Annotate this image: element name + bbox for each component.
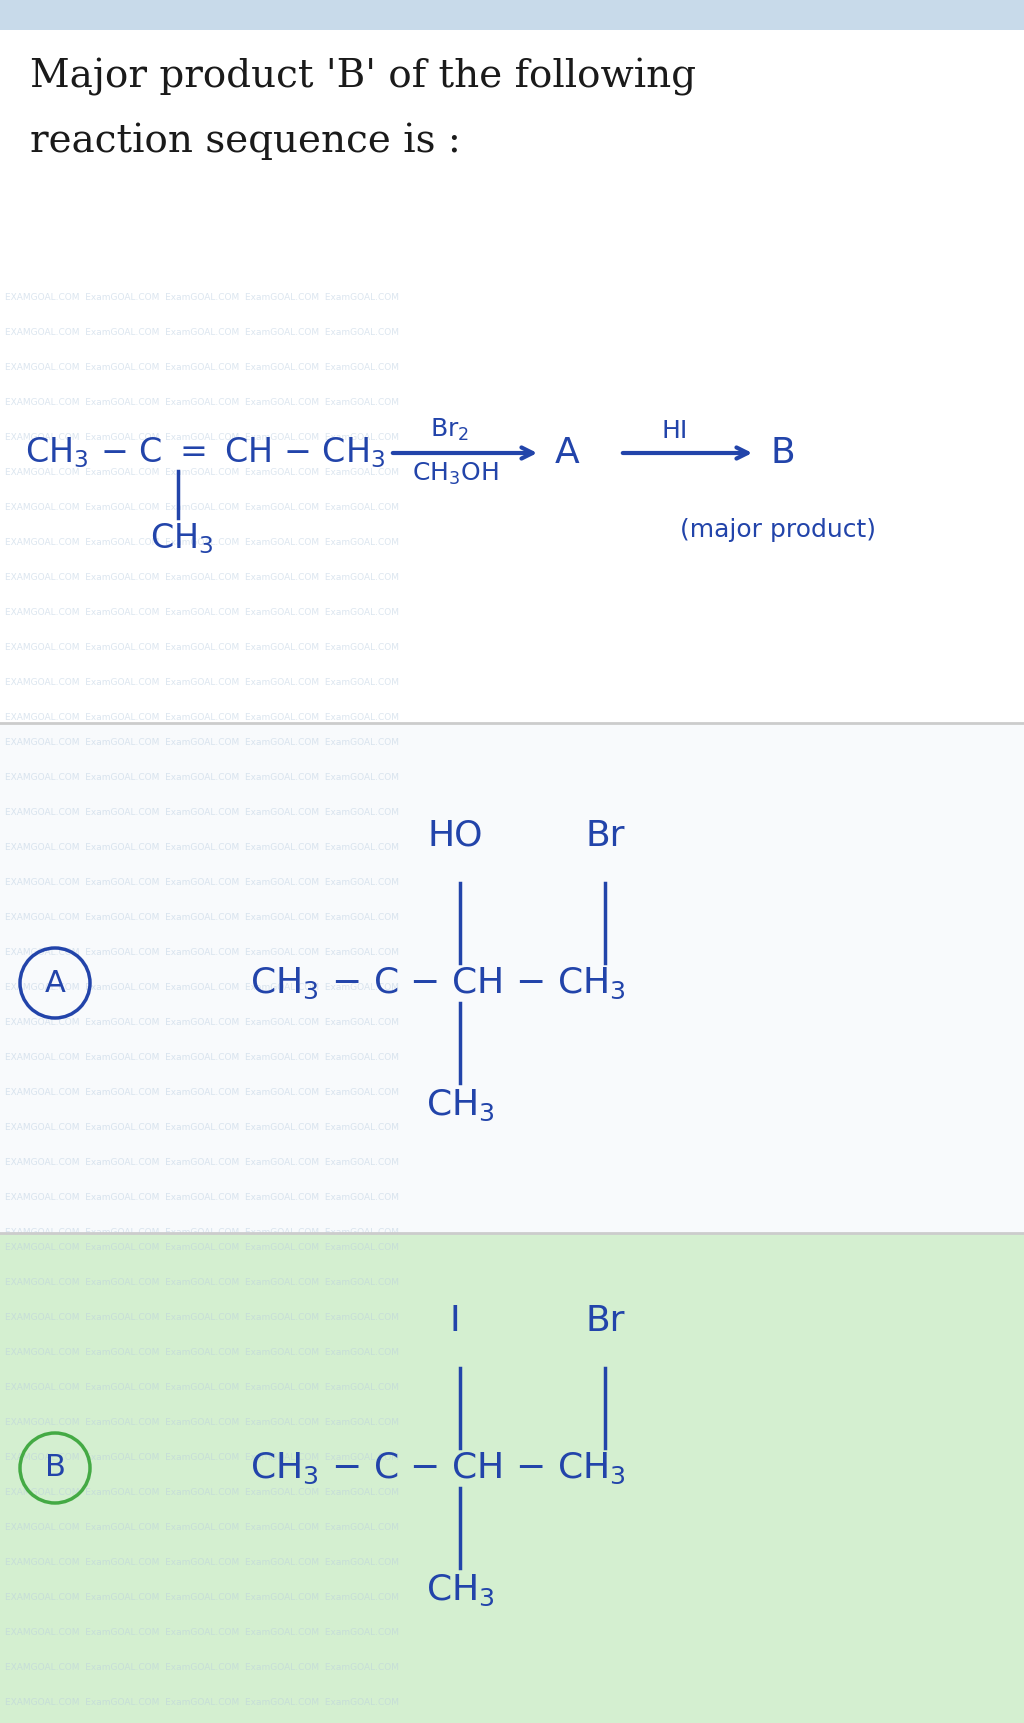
Text: EXAMGOAL.COM  ExamGOAL.COM  ExamGOAL.COM  ExamGOAL.COM  ExamGOAL.COM: EXAMGOAL.COM ExamGOAL.COM ExamGOAL.COM E… bbox=[5, 1018, 399, 1027]
Text: EXAMGOAL.COM  ExamGOAL.COM  ExamGOAL.COM  ExamGOAL.COM  ExamGOAL.COM: EXAMGOAL.COM ExamGOAL.COM ExamGOAL.COM E… bbox=[5, 574, 399, 582]
Text: EXAMGOAL.COM  ExamGOAL.COM  ExamGOAL.COM  ExamGOAL.COM  ExamGOAL.COM: EXAMGOAL.COM ExamGOAL.COM ExamGOAL.COM E… bbox=[5, 948, 399, 956]
Text: HO: HO bbox=[427, 818, 482, 853]
Text: Br: Br bbox=[586, 1304, 625, 1339]
Text: EXAMGOAL.COM  ExamGOAL.COM  ExamGOAL.COM  ExamGOAL.COM  ExamGOAL.COM: EXAMGOAL.COM ExamGOAL.COM ExamGOAL.COM E… bbox=[5, 1523, 399, 1532]
Text: EXAMGOAL.COM  ExamGOAL.COM  ExamGOAL.COM  ExamGOAL.COM  ExamGOAL.COM: EXAMGOAL.COM ExamGOAL.COM ExamGOAL.COM E… bbox=[5, 1452, 399, 1463]
Text: EXAMGOAL.COM  ExamGOAL.COM  ExamGOAL.COM  ExamGOAL.COM  ExamGOAL.COM: EXAMGOAL.COM ExamGOAL.COM ExamGOAL.COM E… bbox=[5, 913, 399, 922]
Bar bbox=[0, 0, 1024, 29]
Text: EXAMGOAL.COM  ExamGOAL.COM  ExamGOAL.COM  ExamGOAL.COM  ExamGOAL.COM: EXAMGOAL.COM ExamGOAL.COM ExamGOAL.COM E… bbox=[5, 1628, 399, 1637]
Text: EXAMGOAL.COM  ExamGOAL.COM  ExamGOAL.COM  ExamGOAL.COM  ExamGOAL.COM: EXAMGOAL.COM ExamGOAL.COM ExamGOAL.COM E… bbox=[5, 1663, 399, 1671]
Text: EXAMGOAL.COM  ExamGOAL.COM  ExamGOAL.COM  ExamGOAL.COM  ExamGOAL.COM: EXAMGOAL.COM ExamGOAL.COM ExamGOAL.COM E… bbox=[5, 1697, 399, 1707]
Text: B: B bbox=[770, 436, 795, 470]
Text: EXAMGOAL.COM  ExamGOAL.COM  ExamGOAL.COM  ExamGOAL.COM  ExamGOAL.COM: EXAMGOAL.COM ExamGOAL.COM ExamGOAL.COM E… bbox=[5, 432, 399, 443]
Text: EXAMGOAL.COM  ExamGOAL.COM  ExamGOAL.COM  ExamGOAL.COM  ExamGOAL.COM: EXAMGOAL.COM ExamGOAL.COM ExamGOAL.COM E… bbox=[5, 469, 399, 477]
Text: EXAMGOAL.COM  ExamGOAL.COM  ExamGOAL.COM  ExamGOAL.COM  ExamGOAL.COM: EXAMGOAL.COM ExamGOAL.COM ExamGOAL.COM E… bbox=[5, 1158, 399, 1166]
Text: EXAMGOAL.COM  ExamGOAL.COM  ExamGOAL.COM  ExamGOAL.COM  ExamGOAL.COM: EXAMGOAL.COM ExamGOAL.COM ExamGOAL.COM E… bbox=[5, 1053, 399, 1061]
Text: (major product): (major product) bbox=[680, 519, 876, 543]
Text: EXAMGOAL.COM  ExamGOAL.COM  ExamGOAL.COM  ExamGOAL.COM  ExamGOAL.COM: EXAMGOAL.COM ExamGOAL.COM ExamGOAL.COM E… bbox=[5, 1558, 399, 1566]
Text: EXAMGOAL.COM  ExamGOAL.COM  ExamGOAL.COM  ExamGOAL.COM  ExamGOAL.COM: EXAMGOAL.COM ExamGOAL.COM ExamGOAL.COM E… bbox=[5, 398, 399, 407]
Text: EXAMGOAL.COM  ExamGOAL.COM  ExamGOAL.COM  ExamGOAL.COM  ExamGOAL.COM: EXAMGOAL.COM ExamGOAL.COM ExamGOAL.COM E… bbox=[5, 879, 399, 887]
Text: Br: Br bbox=[586, 818, 625, 853]
Text: EXAMGOAL.COM  ExamGOAL.COM  ExamGOAL.COM  ExamGOAL.COM  ExamGOAL.COM: EXAMGOAL.COM ExamGOAL.COM ExamGOAL.COM E… bbox=[5, 843, 399, 851]
Text: EXAMGOAL.COM  ExamGOAL.COM  ExamGOAL.COM  ExamGOAL.COM  ExamGOAL.COM: EXAMGOAL.COM ExamGOAL.COM ExamGOAL.COM E… bbox=[5, 713, 399, 722]
Text: EXAMGOAL.COM  ExamGOAL.COM  ExamGOAL.COM  ExamGOAL.COM  ExamGOAL.COM: EXAMGOAL.COM ExamGOAL.COM ExamGOAL.COM E… bbox=[5, 1418, 399, 1427]
Text: HI: HI bbox=[662, 419, 688, 443]
Text: A: A bbox=[45, 968, 66, 998]
Text: EXAMGOAL.COM  ExamGOAL.COM  ExamGOAL.COM  ExamGOAL.COM  ExamGOAL.COM: EXAMGOAL.COM ExamGOAL.COM ExamGOAL.COM E… bbox=[5, 1087, 399, 1098]
Text: EXAMGOAL.COM  ExamGOAL.COM  ExamGOAL.COM  ExamGOAL.COM  ExamGOAL.COM: EXAMGOAL.COM ExamGOAL.COM ExamGOAL.COM E… bbox=[5, 1123, 399, 1132]
Text: CH$_3$: CH$_3$ bbox=[426, 1087, 495, 1123]
Text: EXAMGOAL.COM  ExamGOAL.COM  ExamGOAL.COM  ExamGOAL.COM  ExamGOAL.COM: EXAMGOAL.COM ExamGOAL.COM ExamGOAL.COM E… bbox=[5, 1278, 399, 1287]
Text: B: B bbox=[45, 1454, 66, 1482]
Text: EXAMGOAL.COM  ExamGOAL.COM  ExamGOAL.COM  ExamGOAL.COM  ExamGOAL.COM: EXAMGOAL.COM ExamGOAL.COM ExamGOAL.COM E… bbox=[5, 1192, 399, 1203]
Text: CH$_3$ $-$ C $=$ CH $-$ CH$_3$: CH$_3$ $-$ C $=$ CH $-$ CH$_3$ bbox=[25, 436, 385, 470]
Text: EXAMGOAL.COM  ExamGOAL.COM  ExamGOAL.COM  ExamGOAL.COM  ExamGOAL.COM: EXAMGOAL.COM ExamGOAL.COM ExamGOAL.COM E… bbox=[5, 808, 399, 817]
Text: A: A bbox=[555, 436, 580, 470]
Text: EXAMGOAL.COM  ExamGOAL.COM  ExamGOAL.COM  ExamGOAL.COM  ExamGOAL.COM: EXAMGOAL.COM ExamGOAL.COM ExamGOAL.COM E… bbox=[5, 1313, 399, 1322]
Text: EXAMGOAL.COM  ExamGOAL.COM  ExamGOAL.COM  ExamGOAL.COM  ExamGOAL.COM: EXAMGOAL.COM ExamGOAL.COM ExamGOAL.COM E… bbox=[5, 1228, 399, 1237]
Text: EXAMGOAL.COM  ExamGOAL.COM  ExamGOAL.COM  ExamGOAL.COM  ExamGOAL.COM: EXAMGOAL.COM ExamGOAL.COM ExamGOAL.COM E… bbox=[5, 538, 399, 546]
Text: EXAMGOAL.COM  ExamGOAL.COM  ExamGOAL.COM  ExamGOAL.COM  ExamGOAL.COM: EXAMGOAL.COM ExamGOAL.COM ExamGOAL.COM E… bbox=[5, 677, 399, 687]
Text: CH$_3$: CH$_3$ bbox=[426, 1573, 495, 1608]
Bar bbox=[0, 272, 1024, 724]
Bar bbox=[0, 724, 1024, 1234]
Text: EXAMGOAL.COM  ExamGOAL.COM  ExamGOAL.COM  ExamGOAL.COM  ExamGOAL.COM: EXAMGOAL.COM ExamGOAL.COM ExamGOAL.COM E… bbox=[5, 364, 399, 372]
Text: EXAMGOAL.COM  ExamGOAL.COM  ExamGOAL.COM  ExamGOAL.COM  ExamGOAL.COM: EXAMGOAL.COM ExamGOAL.COM ExamGOAL.COM E… bbox=[5, 643, 399, 651]
Text: Br$_2$: Br$_2$ bbox=[430, 417, 469, 443]
Text: EXAMGOAL.COM  ExamGOAL.COM  ExamGOAL.COM  ExamGOAL.COM  ExamGOAL.COM: EXAMGOAL.COM ExamGOAL.COM ExamGOAL.COM E… bbox=[5, 327, 399, 338]
Text: EXAMGOAL.COM  ExamGOAL.COM  ExamGOAL.COM  ExamGOAL.COM  ExamGOAL.COM: EXAMGOAL.COM ExamGOAL.COM ExamGOAL.COM E… bbox=[5, 774, 399, 782]
Text: CH$_3$ $-$ C $-$ CH $-$ CH$_3$: CH$_3$ $-$ C $-$ CH $-$ CH$_3$ bbox=[250, 1451, 626, 1485]
Text: EXAMGOAL.COM  ExamGOAL.COM  ExamGOAL.COM  ExamGOAL.COM  ExamGOAL.COM: EXAMGOAL.COM ExamGOAL.COM ExamGOAL.COM E… bbox=[5, 1384, 399, 1392]
Text: CH$_3$OH: CH$_3$OH bbox=[412, 462, 499, 488]
Text: Major product 'B' of the following: Major product 'B' of the following bbox=[30, 59, 696, 96]
Text: CH$_3$ $-$ C $-$ CH $-$ CH$_3$: CH$_3$ $-$ C $-$ CH $-$ CH$_3$ bbox=[250, 965, 626, 1001]
Text: EXAMGOAL.COM  ExamGOAL.COM  ExamGOAL.COM  ExamGOAL.COM  ExamGOAL.COM: EXAMGOAL.COM ExamGOAL.COM ExamGOAL.COM E… bbox=[5, 1347, 399, 1358]
Text: I: I bbox=[450, 1304, 461, 1339]
Text: CH$_3$: CH$_3$ bbox=[150, 520, 214, 557]
Text: EXAMGOAL.COM  ExamGOAL.COM  ExamGOAL.COM  ExamGOAL.COM  ExamGOAL.COM: EXAMGOAL.COM ExamGOAL.COM ExamGOAL.COM E… bbox=[5, 1489, 399, 1497]
Text: EXAMGOAL.COM  ExamGOAL.COM  ExamGOAL.COM  ExamGOAL.COM  ExamGOAL.COM: EXAMGOAL.COM ExamGOAL.COM ExamGOAL.COM E… bbox=[5, 984, 399, 992]
Text: EXAMGOAL.COM  ExamGOAL.COM  ExamGOAL.COM  ExamGOAL.COM  ExamGOAL.COM: EXAMGOAL.COM ExamGOAL.COM ExamGOAL.COM E… bbox=[5, 1242, 399, 1253]
Text: EXAMGOAL.COM  ExamGOAL.COM  ExamGOAL.COM  ExamGOAL.COM  ExamGOAL.COM: EXAMGOAL.COM ExamGOAL.COM ExamGOAL.COM E… bbox=[5, 293, 399, 302]
Text: reaction sequence is :: reaction sequence is : bbox=[30, 122, 461, 160]
Bar bbox=[0, 1234, 1024, 1723]
Text: EXAMGOAL.COM  ExamGOAL.COM  ExamGOAL.COM  ExamGOAL.COM  ExamGOAL.COM: EXAMGOAL.COM ExamGOAL.COM ExamGOAL.COM E… bbox=[5, 1594, 399, 1602]
Text: EXAMGOAL.COM  ExamGOAL.COM  ExamGOAL.COM  ExamGOAL.COM  ExamGOAL.COM: EXAMGOAL.COM ExamGOAL.COM ExamGOAL.COM E… bbox=[5, 608, 399, 617]
Text: EXAMGOAL.COM  ExamGOAL.COM  ExamGOAL.COM  ExamGOAL.COM  ExamGOAL.COM: EXAMGOAL.COM ExamGOAL.COM ExamGOAL.COM E… bbox=[5, 503, 399, 512]
Text: EXAMGOAL.COM  ExamGOAL.COM  ExamGOAL.COM  ExamGOAL.COM  ExamGOAL.COM: EXAMGOAL.COM ExamGOAL.COM ExamGOAL.COM E… bbox=[5, 737, 399, 748]
Bar bbox=[0, 29, 1024, 272]
